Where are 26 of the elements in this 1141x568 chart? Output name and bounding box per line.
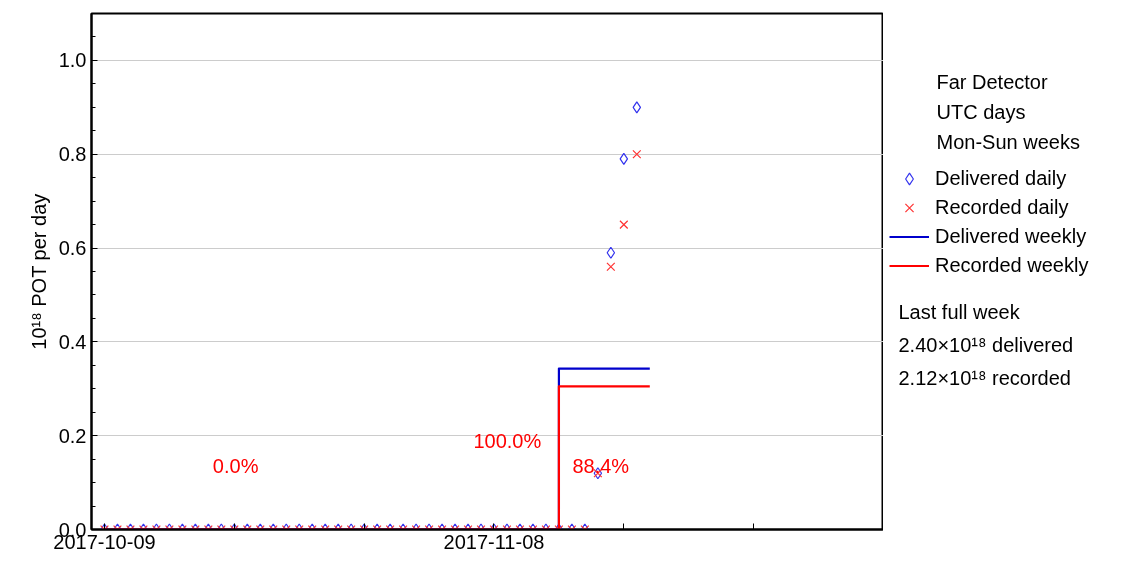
y-tick-label: 0.8 <box>58 143 87 166</box>
text: 2.12×10¹⁸ recorded <box>898 366 1071 389</box>
point <box>619 220 629 230</box>
text: UTC days <box>936 100 1026 123</box>
point <box>619 152 629 166</box>
annotation: 0.0% <box>212 454 259 477</box>
text: Mon-Sun weeks <box>936 130 1080 153</box>
y-tick-label: 1.0 <box>58 49 87 72</box>
text: 2.40×10¹⁸ delivered <box>898 333 1074 356</box>
legend-label: Recorded weekly <box>935 253 1089 278</box>
text: Last full week <box>898 300 1021 323</box>
point <box>632 101 642 114</box>
annotation: 88.4% <box>572 454 630 477</box>
text: Far Detector <box>936 70 1048 93</box>
point <box>606 246 616 259</box>
y-tick-label: 0.6 <box>58 237 87 260</box>
annotation: 100.0% <box>473 430 542 453</box>
y-tick-label: 0.4 <box>58 330 87 353</box>
y-tick-label: 0.2 <box>58 424 87 447</box>
point <box>632 149 642 159</box>
y-axis-title: 10¹⁸ POT per day <box>27 193 50 350</box>
x-tick-label: 2017-11-08 <box>443 530 545 553</box>
point <box>606 262 616 272</box>
legend-label: Delivered weekly <box>935 224 1087 249</box>
legend-label: Delivered daily <box>935 166 1067 191</box>
legend-label: Recorded daily <box>935 195 1069 220</box>
